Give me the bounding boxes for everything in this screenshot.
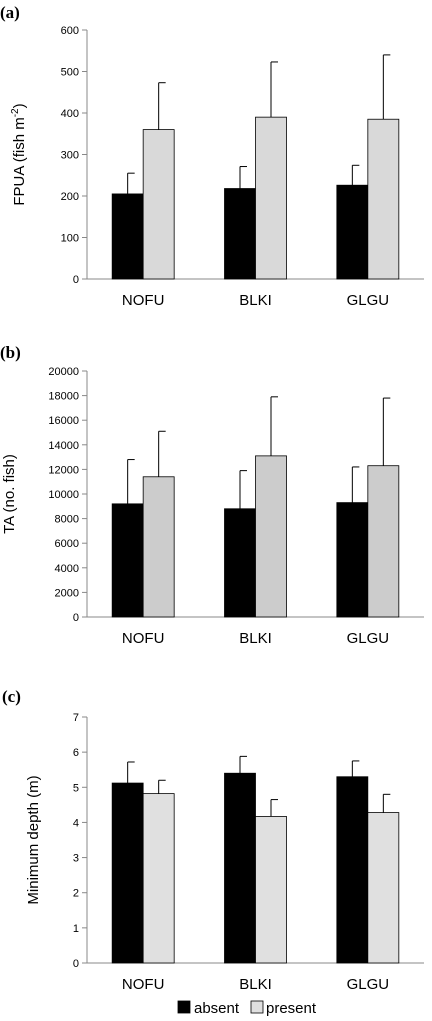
panel-1-y-axis-title: TA (no. fish) [1, 454, 18, 534]
legend-label-absent: absent [194, 1000, 240, 1017]
panel-0-y-tick-label: 200 [61, 191, 79, 203]
panel-2-category-label: GLGU [347, 976, 390, 993]
panel-2-y-tick-label: 7 [73, 712, 79, 724]
panel-2-y-tick-label: 1 [73, 923, 79, 935]
panel-0-bar [142, 129, 175, 280]
panel-0-category-label: BLKI [239, 292, 272, 309]
panel-1-y-tick-label: 6000 [55, 538, 79, 550]
panel-2-y-axis-title-text: Minimum depth (m) [25, 775, 42, 904]
panel-1-y-tick-label: 4000 [55, 563, 79, 575]
panel-0-bar [336, 184, 369, 280]
panel-2-y-tick-label: 3 [73, 853, 79, 865]
panel-1-y-tick-label: 10000 [48, 489, 79, 501]
panel-1-bar [367, 465, 400, 618]
panel-1-bar [142, 476, 175, 618]
panel-1-y-tick-label: 16000 [48, 415, 79, 427]
panel-0-bar [367, 118, 400, 280]
panel-2-bar [142, 793, 175, 964]
panel-0-category-label: NOFU [122, 292, 165, 309]
panel-0-y-tick-label: 0 [73, 274, 79, 286]
panel-2-category-label: NOFU [122, 976, 165, 993]
panel-2-y-tick-label: 0 [73, 958, 79, 970]
panel-2-bar [111, 782, 144, 964]
panel-1-y-tick-label: 14000 [48, 440, 79, 452]
chart-panel-a: (a) 0 100 200 300 400 500 600 FPUA (fish m-2) NOF… [0, 3, 424, 309]
chart-panel-c: (c) 0 1 2 3 4 5 6 7 Minimum depth (m) NOFU BLKI GLGU [2, 687, 424, 993]
panel-0-y-axis-title-sup: -2 [10, 108, 21, 117]
panel-0-y-axis-title: FPUA (fish m-2) [10, 103, 28, 205]
panel-2-bar [336, 776, 369, 964]
legend: absent present [177, 1000, 317, 1017]
legend-swatch-present [250, 1000, 264, 1014]
panel-2-bar [224, 772, 256, 964]
panel-1-label: (b) [0, 343, 21, 362]
panel-2-label: (c) [2, 687, 21, 706]
legend-swatch-absent [177, 1000, 191, 1014]
panel-0-bar [224, 188, 256, 280]
panel-1-category-label: GLGU [347, 630, 390, 647]
chart-panel-b: (b) 0 2000 4000 6000 8000 10000 12000 14000 16000… [0, 343, 424, 647]
panel-2-y-tick-label: 5 [73, 782, 79, 794]
panel-1-y-tick-label: 18000 [48, 391, 79, 403]
panel-0-category-label: GLGU [347, 292, 390, 309]
panel-2-bar [255, 816, 287, 964]
panel-2-y-tick-label: 6 [73, 747, 79, 759]
legend-label-present: present [266, 1000, 317, 1017]
panel-1-bar [336, 502, 369, 618]
panel-2-y-tick-label: 4 [73, 817, 79, 829]
panel-1-bar [255, 455, 287, 618]
panel-1-y-tick-label: 0 [73, 612, 79, 624]
panel-0-y-tick-label: 100 [61, 233, 79, 245]
panel-0-y-tick-label: 600 [61, 25, 79, 37]
panel-2-y-axis-title: Minimum depth (m) [25, 775, 42, 904]
panel-1-category-label: NOFU [122, 630, 165, 647]
panel-1-y-tick-label: 20000 [48, 366, 79, 378]
panel-0-y-tick-label: 500 [61, 67, 79, 79]
panel-2-category-label: BLKI [239, 976, 272, 993]
panel-0-y-tick-label: 300 [61, 150, 79, 162]
panel-2-bar [367, 812, 400, 964]
panel-1-bar [111, 503, 144, 618]
panel-2-y-tick-label: 2 [73, 888, 79, 900]
panel-1-y-tick-label: 8000 [55, 514, 79, 526]
panel-1-category-label: BLKI [239, 630, 272, 647]
panel-0-y-axis-title-text: FPUA (fish m [11, 117, 28, 205]
panel-0-bar [111, 193, 144, 280]
panel-1-bar [224, 508, 256, 618]
panel-1-y-tick-label: 2000 [55, 587, 79, 599]
panel-0-y-tick-label: 400 [61, 108, 79, 120]
panel-0-label: (a) [0, 3, 20, 22]
panel-1-y-tick-label: 12000 [48, 464, 79, 476]
panel-0-y-axis-title-end: ) [11, 103, 28, 108]
panel-1-y-axis-title-text: TA (no. fish) [1, 454, 18, 534]
panel-0-bar [255, 116, 287, 280]
